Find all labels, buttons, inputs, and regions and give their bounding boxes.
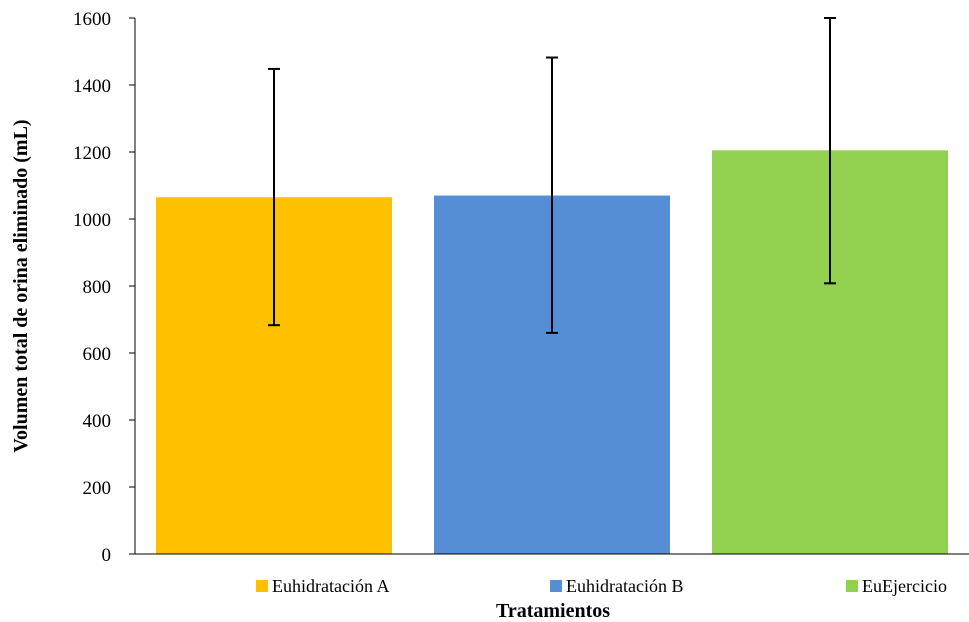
y-tick-label: 1400 (73, 76, 111, 97)
legend-label-3: EuEjercicio (862, 576, 947, 596)
error-bars-group (268, 17, 836, 334)
legend-label-2: Euhidratación B (566, 576, 683, 596)
y-tick-label: 600 (83, 344, 112, 365)
y-axis-title: Volumen total de orina eliminado (mL) (10, 119, 32, 452)
legend-swatch-1 (256, 580, 268, 592)
y-tick-label: 1600 (73, 9, 111, 30)
y-tick-label: 400 (83, 411, 112, 432)
y-tick-label: 800 (83, 277, 112, 298)
y-tick-label: 0 (102, 545, 112, 566)
y-tick-label: 200 (83, 478, 112, 499)
legend-label-1: Euhidratación A (272, 576, 389, 596)
legend-swatch-3 (846, 580, 858, 592)
y-tick-label: 1200 (73, 143, 111, 164)
x-axis-title: Tratamientos (496, 600, 610, 622)
y-axis-ticks: 0 200 400 600 800 1000 1200 1400 1600 (73, 9, 135, 566)
legend-swatch-2 (550, 580, 562, 592)
legend: Euhidratación A Euhidratación B EuEjercici… (256, 576, 947, 596)
y-tick-label: 1000 (73, 210, 111, 231)
